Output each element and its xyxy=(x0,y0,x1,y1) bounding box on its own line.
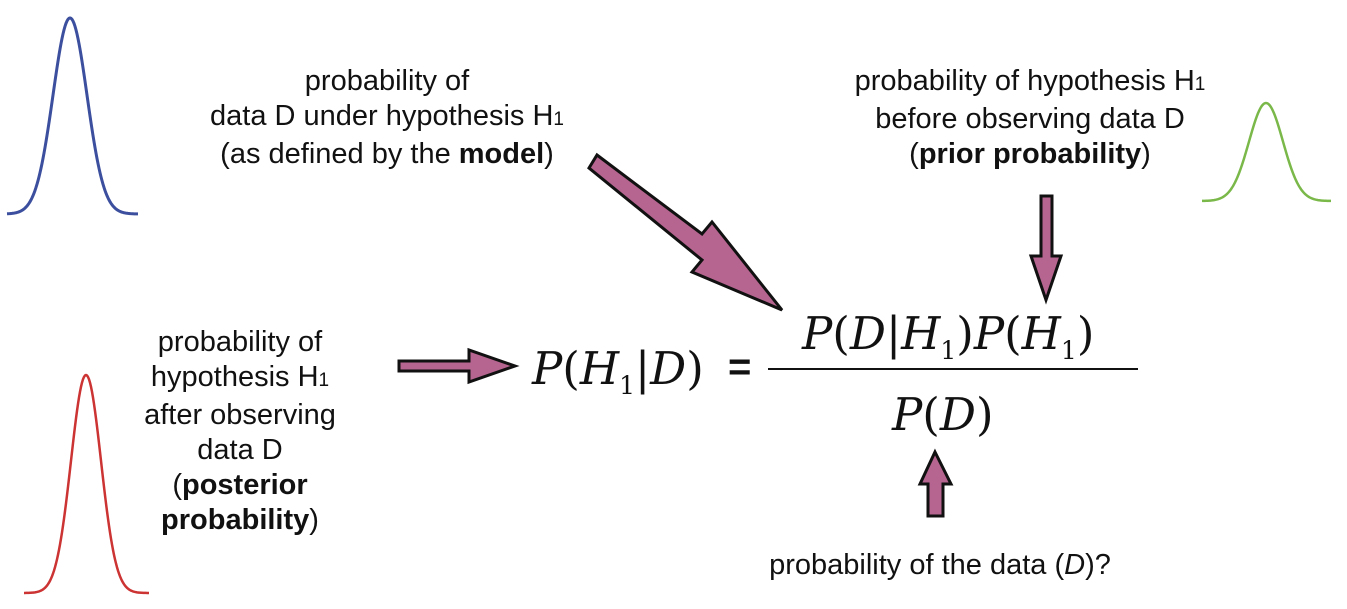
posterior-arrow xyxy=(397,347,520,385)
evidence-label: probability of the data (D)? xyxy=(769,549,1111,581)
prior-line-3: (prior probability) xyxy=(909,138,1151,170)
likelihood-label: probability of data D under hypothesis H… xyxy=(162,64,612,172)
equals-sign: = xyxy=(728,345,752,389)
posterior-distribution-curve xyxy=(23,373,150,595)
posterior-line-1: probability of xyxy=(157,326,323,358)
likelihood-line-3: (as defined by the model) xyxy=(220,138,554,170)
equation-lhs: P(H1|D) xyxy=(532,342,704,400)
prior-distribution-curve xyxy=(1201,101,1332,203)
likelihood-line-1: probability of xyxy=(304,65,470,97)
posterior-line-5: (posterior xyxy=(172,469,308,501)
posterior-line-4: data D xyxy=(197,434,283,466)
posterior-label: probability of hypothesis H1 after obser… xyxy=(100,325,380,538)
prior-arrow xyxy=(1028,194,1064,305)
likelihood-arrow xyxy=(587,152,784,312)
evidence-arrow xyxy=(917,448,954,518)
posterior-line-3: after observing xyxy=(144,399,336,431)
equation-numerator: P(D|H1)P(H1) xyxy=(802,307,1095,365)
prior-line-2: before observing data D xyxy=(875,103,1185,135)
posterior-line-2: hypothesis H1 xyxy=(150,361,330,393)
posterior-line-6: probability) xyxy=(161,504,319,536)
prior-label: probability of hypothesis H1 before obse… xyxy=(800,64,1260,172)
prior-line-1: probability of hypothesis H1 xyxy=(854,65,1206,97)
likelihood-distribution-curve xyxy=(6,16,139,216)
equation-denominator: P(D) xyxy=(892,388,994,441)
likelihood-line-2: data D under hypothesis H1 xyxy=(210,100,564,132)
